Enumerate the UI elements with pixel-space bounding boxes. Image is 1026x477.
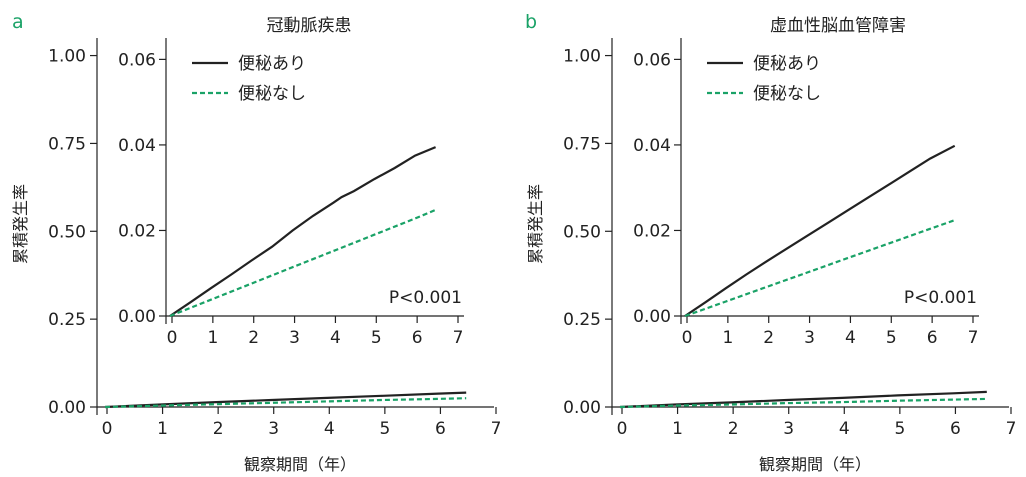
inset-x-tick-label: 1 xyxy=(722,328,733,348)
panel-letter: a xyxy=(12,11,24,33)
chart-title: 虚血性脳血管障害 xyxy=(770,16,906,36)
y-tick-label: 0.50 xyxy=(48,222,86,242)
inset-x-tick-label: 5 xyxy=(886,328,897,348)
inset-x-tick-label: 2 xyxy=(763,328,774,348)
inset-series-line-constipation xyxy=(169,146,437,317)
x-tick-label: 1 xyxy=(157,419,168,439)
chart-panel-b: b 虚血性脳血管障害 0 1 2 3 4 5 6 7 0.00 0.25 0.50 0.75 1.00 観察期… xyxy=(525,11,1016,474)
chart-title: 冠動脈疾患 xyxy=(267,16,352,36)
y-axis-label: 累積発生率 xyxy=(11,184,30,264)
x-tick-label: 3 xyxy=(783,419,794,439)
main-series-line-constipation xyxy=(619,390,987,409)
legend-label: 便秘なし xyxy=(753,84,821,104)
legend-label: 便秘あり xyxy=(238,54,306,74)
inset-x-tick-label: 0 xyxy=(682,328,693,348)
inset-x-tick-label: 3 xyxy=(804,328,815,348)
x-tick-label: 4 xyxy=(324,419,335,439)
x-tick-label: 0 xyxy=(102,419,113,439)
y-tick-label: 1.00 xyxy=(563,47,601,67)
inset-series-line-no-constipation xyxy=(684,219,956,318)
x-tick-label: 6 xyxy=(435,419,446,439)
inset-y-tick-label: 0.02 xyxy=(633,221,671,241)
main-axes: 0 1 2 3 4 5 6 7 0.00 0.25 0.50 0.75 1.00 xyxy=(48,38,501,439)
inset-x-tick-label: 7 xyxy=(968,328,979,348)
inset-x-tick-label: 3 xyxy=(289,328,300,348)
inset-x-tick-label: 4 xyxy=(845,328,856,348)
legend-label: 便秘なし xyxy=(238,84,306,104)
inset-x-tick-label: 4 xyxy=(330,328,341,348)
x-tick-label: 3 xyxy=(268,419,279,439)
y-tick-label: 0.00 xyxy=(48,398,86,418)
legend-label: 便秘あり xyxy=(753,54,821,74)
main-series-line-no-constipation xyxy=(619,397,987,409)
inset-plot: 0 1 2 3 4 5 6 7 0.00 0.02 0.04 0.06 P<0.001 xyxy=(633,38,979,348)
p-value-annotation: P<0.001 xyxy=(389,288,462,308)
inset-x-tick-label: 7 xyxy=(453,328,464,348)
y-tick-label: 0.75 xyxy=(563,134,601,154)
main-series-line-no-constipation xyxy=(104,397,467,409)
inset-x-tick-label: 6 xyxy=(412,328,423,348)
x-tick-label: 6 xyxy=(950,419,961,439)
inset-y-tick-label: 0.00 xyxy=(633,307,671,327)
inset-y-tick-label: 0.06 xyxy=(633,50,671,70)
x-tick-label: 1 xyxy=(672,419,683,439)
inset-y-tick-label: 0.04 xyxy=(633,136,671,156)
x-tick-label: 5 xyxy=(379,419,390,439)
main-series-line-constipation xyxy=(104,391,467,409)
inset-y-tick-label: 0.00 xyxy=(118,307,156,327)
x-tick-label: 7 xyxy=(491,419,502,439)
y-tick-label: 0.50 xyxy=(563,222,601,242)
y-axis-label: 累積発生率 xyxy=(526,184,545,264)
inset-x-tick-label: 6 xyxy=(927,328,938,348)
y-tick-label: 0.25 xyxy=(563,310,601,330)
p-value-annotation: P<0.001 xyxy=(904,288,977,308)
inset-y-tick-label: 0.04 xyxy=(118,136,156,156)
x-axis-label: 観察期間（年） xyxy=(244,455,356,474)
x-tick-label: 0 xyxy=(617,419,628,439)
y-tick-label: 0.75 xyxy=(48,134,86,154)
inset-plot: 0 1 2 3 4 5 6 7 0.00 0.02 0.04 0.06 P<0.001 xyxy=(118,38,464,348)
inset-x-tick-label: 0 xyxy=(167,328,178,348)
inset-series-line-constipation xyxy=(684,144,956,317)
inset-series-line-no-constipation xyxy=(169,208,437,318)
y-tick-label: 0.25 xyxy=(48,310,86,330)
x-axis-label: 観察期間（年） xyxy=(759,455,871,474)
x-tick-label: 2 xyxy=(213,419,224,439)
inset-y-tick-label: 0.02 xyxy=(118,221,156,241)
inset-x-tick-label: 2 xyxy=(248,328,259,348)
inset-y-tick-label: 0.06 xyxy=(118,50,156,70)
panel-letter: b xyxy=(525,11,537,33)
y-tick-label: 1.00 xyxy=(48,47,86,67)
x-tick-label: 7 xyxy=(1006,419,1017,439)
inset-x-tick-label: 1 xyxy=(207,328,218,348)
y-tick-label: 0.00 xyxy=(563,398,601,418)
inset-x-tick-label: 5 xyxy=(371,328,382,348)
chart-panel-a: a 冠動脈疾患 0 1 2 3 4 5 6 7 0.00 0.25 0.50 0.75 1.00 観察期間（年… xyxy=(11,11,501,474)
x-tick-label: 2 xyxy=(728,419,739,439)
main-axes: 0 1 2 3 4 5 6 7 0.00 0.25 0.50 0.75 1.00 xyxy=(563,38,1016,439)
x-tick-label: 5 xyxy=(894,419,905,439)
x-tick-label: 4 xyxy=(839,419,850,439)
